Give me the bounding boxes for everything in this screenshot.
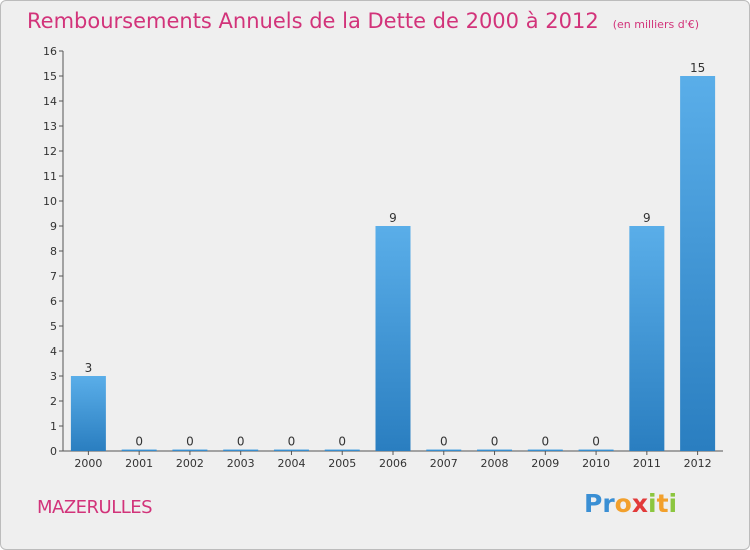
- title-row: Remboursements Annuels de la Dette de 20…: [27, 9, 699, 33]
- y-tick-label: 1: [50, 420, 57, 433]
- y-tick-label: 15: [43, 70, 57, 83]
- labels-group: 2000 3 2001 0 2002 0 2003 0 2004 0 2005 0 2006 9 2007 0…: [74, 61, 711, 470]
- bar: [273, 449, 309, 451]
- x-tick-label: 2003: [227, 457, 255, 470]
- x-tick-label: 2004: [277, 457, 305, 470]
- y-tick-label: 9: [50, 220, 57, 233]
- data-label: 0: [135, 435, 143, 449]
- bar: [426, 449, 462, 451]
- y-tick-label: 4: [50, 345, 57, 358]
- x-tick-label: 2000: [74, 457, 102, 470]
- y-tick-label: 2: [50, 395, 57, 408]
- bar: [527, 449, 563, 451]
- y-tick-label: 6: [50, 295, 57, 308]
- chart-unit: (en milliers d'€): [612, 18, 699, 31]
- bar: [680, 76, 716, 451]
- y-tick-label: 12: [43, 145, 57, 158]
- bar: [121, 449, 157, 451]
- x-tick-label: 2006: [379, 457, 407, 470]
- data-label: 0: [592, 435, 600, 449]
- data-label: 0: [186, 435, 194, 449]
- bar: [324, 449, 360, 451]
- bar: [70, 376, 106, 451]
- y-tick-label: 7: [50, 270, 57, 283]
- data-label: 0: [288, 435, 296, 449]
- y-tick-label: 11: [43, 170, 57, 183]
- commune-name: MAZERULLES: [37, 497, 153, 518]
- data-label: 0: [338, 435, 346, 449]
- data-label: 0: [491, 435, 499, 449]
- y-tick-label: 8: [50, 245, 57, 258]
- bar: [629, 226, 665, 451]
- bar: [477, 449, 513, 451]
- chart-title: Remboursements Annuels de la Dette de 20…: [27, 9, 599, 33]
- data-label: 3: [85, 361, 93, 375]
- y-tick-label: 10: [43, 195, 57, 208]
- data-label: 0: [237, 435, 245, 449]
- x-tick-label: 2012: [684, 457, 712, 470]
- y-tick-label: 5: [50, 320, 57, 333]
- y-tick-label: 16: [43, 45, 57, 58]
- data-label: 0: [440, 435, 448, 449]
- y-tick-label: 3: [50, 370, 57, 383]
- bar: [375, 226, 411, 451]
- data-label: 9: [643, 211, 651, 225]
- y-tick-label: 13: [43, 120, 57, 133]
- x-tick-label: 2010: [582, 457, 610, 470]
- x-tick-label: 2001: [125, 457, 153, 470]
- x-tick-label: 2009: [531, 457, 559, 470]
- bar: [578, 449, 614, 451]
- data-label: 15: [690, 61, 705, 75]
- data-label: 9: [389, 211, 397, 225]
- data-label: 0: [541, 435, 549, 449]
- x-tick-label: 2011: [633, 457, 661, 470]
- y-tick-label: 14: [43, 95, 57, 108]
- bar: [223, 449, 259, 451]
- bars-group: [70, 76, 716, 451]
- x-tick-label: 2007: [430, 457, 458, 470]
- x-tick-label: 2002: [176, 457, 204, 470]
- proxiti-logo[interactable]: Proxiti: [584, 489, 678, 518]
- bar: [172, 449, 208, 451]
- y-tick-label: 0: [50, 445, 57, 458]
- x-tick-label: 2008: [481, 457, 509, 470]
- x-tick-label: 2005: [328, 457, 356, 470]
